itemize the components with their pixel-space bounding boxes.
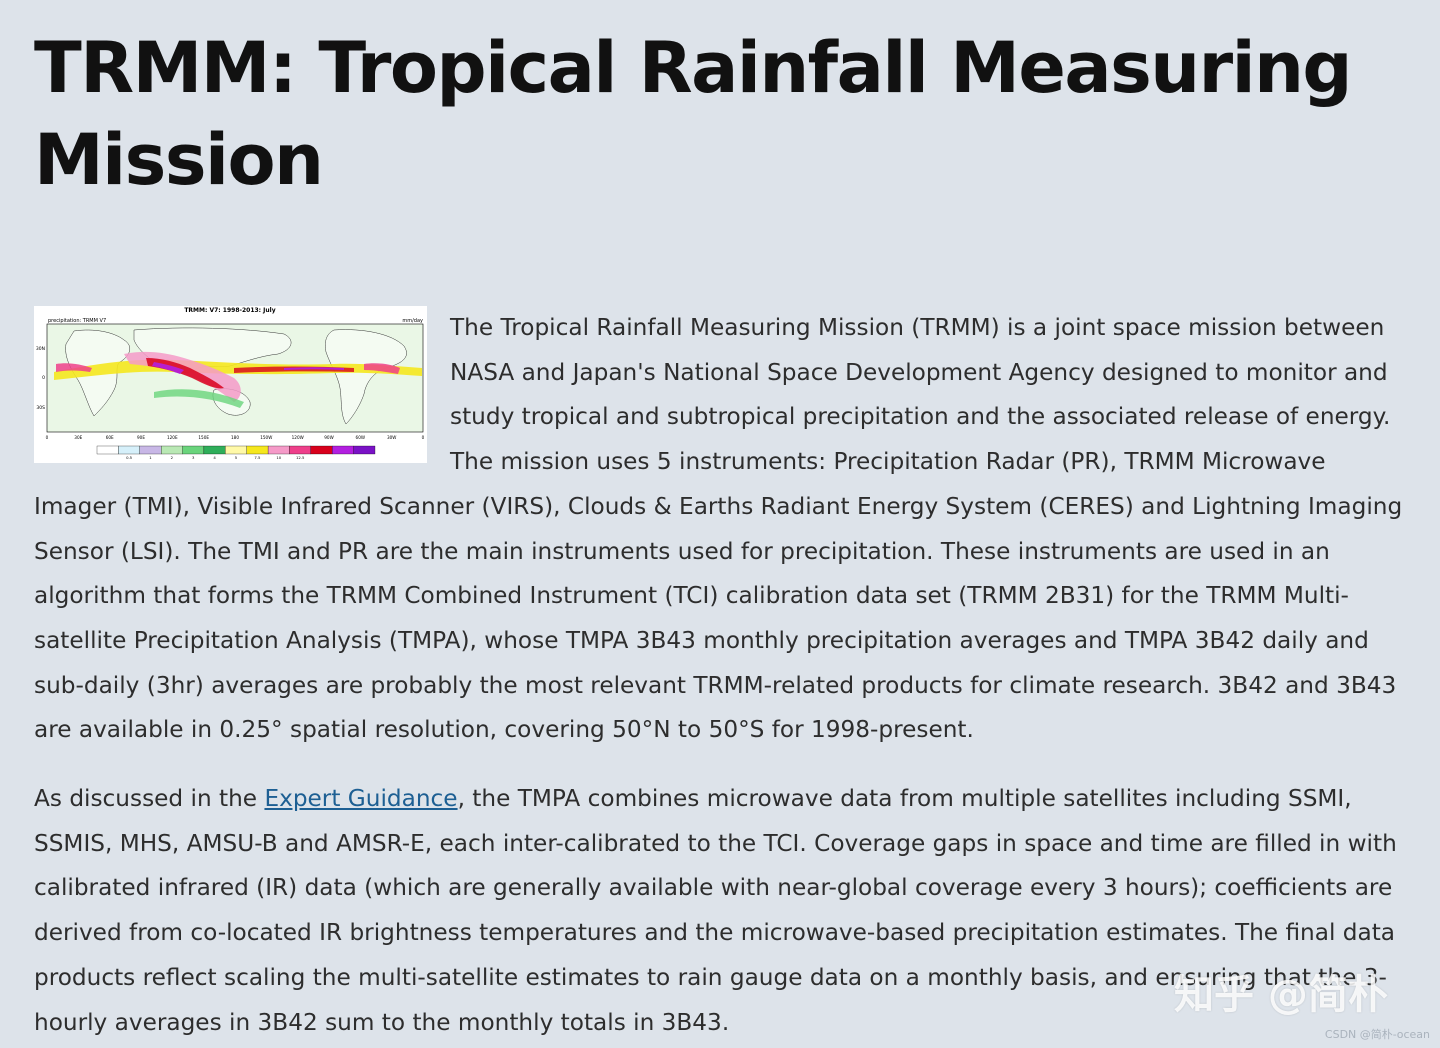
lon-label: 60W: [356, 435, 365, 440]
colorbar-swatch: [267, 445, 290, 455]
figure-units: mm/day: [402, 318, 423, 324]
lon-label: 90W: [324, 435, 333, 440]
colorbar-label: 12.5: [296, 455, 305, 460]
colorbar-swatch: [203, 445, 226, 455]
precipitation-map: TRMM: V7: 1998-2013: July precipitation:…: [34, 306, 427, 463]
colorbar-label: 0.5: [126, 455, 133, 460]
lon-label: 30E: [74, 435, 82, 440]
lon-label: 120W: [292, 435, 304, 440]
figure-title: TRMM: V7: 1998-2013: July: [184, 307, 275, 314]
colorbar-label: 2: [171, 455, 174, 460]
colorbar-swatch: [139, 445, 162, 455]
precipitation-map-figure: TRMM: V7: 1998-2013: July precipitation:…: [34, 306, 427, 463]
lon-label: 0: [46, 435, 49, 440]
colorbar-label: 3: [192, 455, 195, 460]
colorbar-label: 5: [235, 455, 238, 460]
article-body: TRMM: V7: 1998-2013: July precipitation:…: [34, 306, 1414, 1045]
lon-label: 0: [422, 435, 425, 440]
lon-label: 30W: [387, 435, 396, 440]
csdn-credit: CSDN @简朴-ocean: [1324, 1028, 1430, 1041]
lat-label-30s: 30S: [36, 405, 45, 411]
lat-label-30n: 30N: [36, 346, 45, 352]
figure-left-label: precipitation: TRMM V7: [48, 318, 106, 324]
expert-guidance-link[interactable]: Expert Guidance: [264, 785, 458, 813]
colorbar-swatch: [118, 445, 140, 455]
lon-label: 150E: [198, 435, 209, 440]
colorbar-swatch: [182, 445, 205, 455]
page-title: TRMM: Tropical Rainfall Measuring Missio…: [34, 27, 1353, 201]
colorbar-label: 4: [213, 455, 216, 460]
paragraph-2-body: , the TMPA combines microwave data from …: [34, 785, 1397, 1036]
colorbar-label: 7.5: [254, 455, 261, 460]
colorbar-swatch: [310, 445, 333, 455]
paragraph-2: As discussed in the Expert Guidance, the…: [34, 777, 1414, 1045]
colorbar-swatch: [353, 445, 376, 455]
lat-label-eq: 0: [42, 375, 45, 381]
colorbar-swatch: [246, 445, 269, 455]
paragraph-2-intro: As discussed in the: [34, 785, 265, 813]
lon-label: 120E: [167, 435, 178, 440]
zhihu-watermark: 知乎 @简朴: [1174, 972, 1388, 1018]
lon-label: 90E: [137, 435, 145, 440]
colorbar-swatch: [289, 445, 312, 455]
lon-label: 60E: [106, 435, 114, 440]
lon-label: 150W: [260, 435, 272, 440]
paragraph-1: The Tropical Rainfall Measuring Mission …: [34, 314, 1403, 744]
colorbar-label: 1: [149, 455, 152, 460]
colorbar-swatch: [96, 445, 119, 455]
article: TRMM: Tropical Rainfall Measuring Missio…: [34, 0, 1414, 1045]
lon-label: 180: [231, 435, 239, 440]
colorbar-swatch: [225, 445, 247, 455]
colorbar-label: 10: [276, 455, 281, 460]
colorbar-swatch: [332, 445, 354, 455]
colorbar-swatch: [161, 445, 183, 455]
